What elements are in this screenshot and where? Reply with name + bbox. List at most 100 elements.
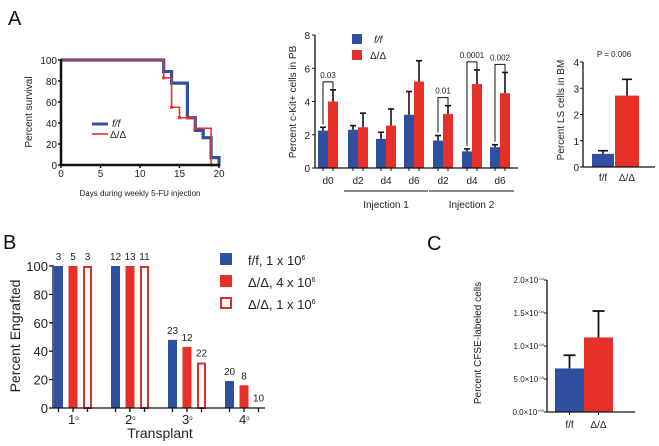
bar-solid-red: [182, 346, 192, 408]
n-label: 23: [167, 326, 179, 337]
y-tick-label: 40: [46, 119, 58, 130]
panel-label-a: A: [8, 8, 22, 30]
bar-dd: [443, 113, 453, 168]
n-label: 10: [253, 393, 265, 404]
x-tick-label: f/f: [599, 173, 608, 184]
panel-label-b: B: [3, 232, 16, 254]
ckit-chart: 0 2 4 6 8 d0 d2 d4 d6 d2 d4 d6 Injection 1 Injection …: [288, 31, 518, 211]
bar-open-red: [197, 362, 206, 409]
y-tick-label: 0: [51, 161, 57, 172]
p-value-label: 0.01: [435, 87, 451, 96]
x-axis-label: Transplant: [127, 425, 193, 441]
bar-dd: [386, 125, 396, 168]
x-tick-label: 20: [213, 169, 225, 180]
significance-bracket: [437, 97, 449, 133]
bar-solid-blue: [54, 266, 63, 408]
x-tick-label: 5: [98, 169, 104, 180]
n-label: 3: [85, 252, 91, 263]
legend-ff-swatch: [352, 34, 362, 44]
y-tick-label: 20: [46, 140, 58, 151]
y-tick-label: 4: [573, 58, 579, 69]
y-tick-label: 5.0×10-05: [514, 375, 545, 384]
x-tick-label: 3o: [182, 412, 193, 427]
survival-chart: 0 20 40 60 80 100 0 5 10 15 20 Days during weekly 5…: [24, 56, 225, 198]
y-tick-label: 0: [41, 401, 48, 416]
censor-mark: [193, 126, 197, 130]
n-label: 13: [124, 252, 136, 263]
legend-swatch: [220, 297, 232, 309]
y-tick-label: 1.5×10-04: [514, 309, 545, 318]
y-tick-label: 80: [34, 287, 48, 302]
x-tick-label: d2: [437, 176, 449, 187]
ls-chart: f/f Δ/Δ 0 1 2 3 4 Percent LS cells in BM P = 0.0…: [556, 50, 655, 184]
x-tick-label: 10: [134, 169, 146, 180]
y-tick-label: 80: [46, 77, 58, 88]
x-tick-label: 15: [174, 169, 186, 180]
bar-ff: [318, 130, 328, 168]
y-tick-label: 1.0×10-04: [514, 342, 545, 351]
legend-dd-swatch: [352, 50, 362, 60]
x-tick-label: 1o: [68, 412, 79, 427]
x-tick-label: d6: [408, 176, 420, 187]
censor-mark: [162, 76, 166, 80]
panel-label-c: C: [427, 233, 441, 255]
bar-0: [592, 153, 614, 167]
x-axis-label: Days during weekly 5-FU injection: [80, 189, 201, 198]
bar-1: [615, 95, 639, 167]
n-label: 5: [70, 252, 76, 263]
legend-dd-label: Δ/Δ: [110, 130, 126, 141]
bar-dd: [328, 101, 338, 168]
x-tick-label: d6: [494, 176, 506, 187]
p-value-label: 0.0001: [460, 51, 485, 60]
survival-line-0: [61, 58, 221, 165]
significance-bracket: [466, 61, 478, 146]
x-tick-label: d0: [322, 176, 334, 187]
legend-swatch: [220, 253, 232, 265]
x-tick-label: f/f: [565, 420, 574, 431]
y-tick-label: 40: [34, 344, 48, 359]
p-value-label: 0.002: [490, 53, 511, 62]
bar-ff: [490, 147, 500, 168]
survival-line-1: [61, 59, 212, 165]
bar-ff: [376, 138, 386, 168]
bar-solid-blue: [225, 381, 234, 408]
legend-ff-label: f/f: [374, 35, 384, 46]
y-axis-label: Percent CFSE-labeled cells: [473, 282, 484, 404]
group-label: Injection 2: [449, 200, 495, 211]
bar-1: [584, 337, 613, 412]
legend-swatch: [220, 275, 232, 287]
legend-ff-label: f/f: [112, 119, 122, 130]
y-tick-label: 8: [304, 31, 310, 42]
x-tick-label: 4o: [239, 412, 250, 427]
y-tick-label: 0: [573, 163, 579, 174]
bar-ff: [348, 129, 358, 168]
censor-mark: [193, 128, 197, 132]
legend-label: Δ/Δ, 4 x 106: [248, 275, 316, 290]
bar-ff: [404, 114, 414, 168]
y-tick-label: 60: [34, 316, 48, 331]
bar-solid-red: [239, 385, 249, 408]
bar-solid-blue: [168, 339, 177, 408]
censor-mark: [170, 105, 174, 109]
x-tick-label: d4: [466, 176, 478, 187]
bar-solid-red: [68, 266, 78, 408]
group-label: Injection 1: [363, 200, 409, 211]
bar-open-red: [83, 266, 92, 409]
bar-open-red: [140, 266, 149, 409]
n-label: 12: [110, 252, 122, 263]
y-tick-label: 20: [34, 373, 48, 388]
y-tick-label: 2: [304, 131, 310, 142]
n-label: 20: [224, 367, 236, 378]
legend-label: Δ/Δ, 1 x 106: [248, 297, 316, 312]
bar-dd: [472, 84, 482, 168]
x-tick-label: 2o: [125, 412, 136, 427]
n-label: 3: [56, 252, 62, 263]
n-label: 22: [196, 349, 208, 360]
bar-dd: [358, 127, 368, 168]
significance-bracket: [322, 81, 334, 125]
y-tick-label: 0: [304, 164, 310, 175]
y-tick-label: 100: [40, 56, 57, 67]
bar-solid-red: [125, 266, 135, 408]
